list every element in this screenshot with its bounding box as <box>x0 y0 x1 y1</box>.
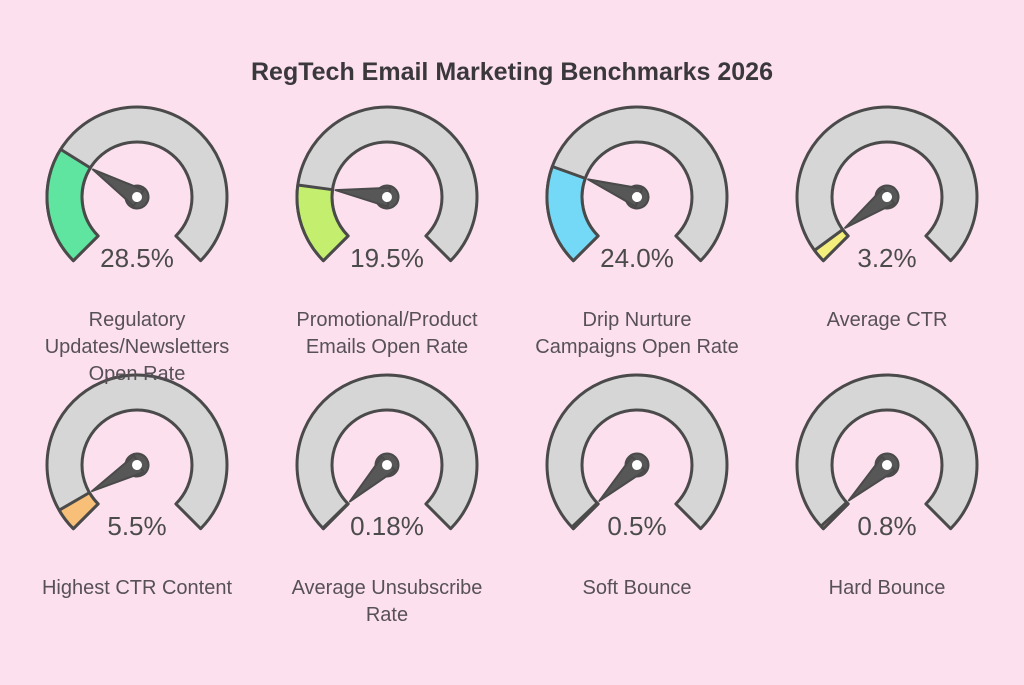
gauge-card: 0.5% Soft Bounce <box>512 370 762 629</box>
gauge-value: 0.8% <box>857 511 916 541</box>
gauge-track <box>45 373 229 531</box>
gauge-value-arc <box>321 502 350 531</box>
gauge-label-line: Rate <box>365 604 409 626</box>
gauge-value-arc <box>570 501 600 531</box>
gauge-label-line: Highest CTR Content <box>41 577 233 599</box>
gauge-chart: 5.5% <box>45 373 229 541</box>
gauge-value-arc <box>295 183 350 263</box>
gauge-label-line: Average Unsubscribe <box>291 577 483 599</box>
gauge-card: 0.18% Average Unsubscribe Rate <box>262 370 512 629</box>
needle-hub-icon <box>132 460 142 470</box>
needle-hub-icon <box>632 192 642 202</box>
gauge-label-line: Promotional/Product <box>296 309 478 331</box>
gauge-value: 19.5% <box>350 243 424 273</box>
gauge-value: 3.2% <box>857 243 916 273</box>
gauge-card: 19.5% Promotional/Product Emails Open Rat… <box>262 102 512 370</box>
needle-tip <box>587 178 644 208</box>
gauge-needle <box>598 452 650 502</box>
gauge-value-arc <box>45 147 100 263</box>
needle-hub-icon <box>882 460 892 470</box>
gauge-chart: 3.2% <box>795 105 979 273</box>
gauge-value: 5.5% <box>107 511 166 541</box>
gauge-label: Average CTR <box>827 307 948 334</box>
gauge-needle <box>334 184 400 210</box>
gauge-row-top: 28.5% Regulatory Updates/Newsletters Open … <box>0 102 1024 385</box>
gauge-label-line: Drip Nurture <box>582 309 692 331</box>
gauge-needle <box>587 178 650 210</box>
gauge-label-line: Open Rate <box>88 363 186 385</box>
gauge-card: 24.0% Drip Nurture Campaigns Open Rate <box>512 102 762 370</box>
gauge-track <box>295 373 479 531</box>
gauge-chart: 28.5% <box>45 105 229 273</box>
gauge-track <box>295 105 479 263</box>
gauge-track <box>795 105 979 263</box>
gauge-label: Regulatory Updates/Newsletters Open Rate <box>45 307 230 388</box>
gauge-track <box>795 373 979 531</box>
gauge-card: 3.2% Average CTR <box>762 102 1012 370</box>
needle-hub-icon <box>382 460 392 470</box>
gauge-card: 0.8% Hard Bounce <box>762 370 1012 629</box>
needle-hub-icon <box>632 460 642 470</box>
gauge-label: Promotional/Product Emails Open Rate <box>296 307 477 361</box>
gauge-label-line: Updates/Newsletters <box>44 336 230 358</box>
gauge-label-line: Regulatory <box>88 309 186 331</box>
gauge-label-line: Emails Open Rate <box>305 336 469 358</box>
gauge-track <box>45 105 229 263</box>
gauge-needle <box>91 452 150 493</box>
gauge-needle <box>847 452 900 502</box>
gauge-chart: 19.5% <box>295 105 479 273</box>
gauge-value-arc <box>545 165 600 263</box>
gauge-label: Highest CTR Content <box>42 575 232 602</box>
page-title: RegTech Email Marketing Benchmarks 2026 <box>251 58 773 86</box>
gauge-value: 24.0% <box>600 243 674 273</box>
gauge-needle <box>348 452 400 503</box>
gauge-label-line: Hard Bounce <box>828 577 946 599</box>
gauge-card: 5.5% Highest CTR Content <box>12 370 262 629</box>
gauge-value-arc <box>813 228 850 263</box>
gauge-label: Drip Nurture Campaigns Open Rate <box>535 307 738 361</box>
gauge-value: 28.5% <box>100 243 174 273</box>
gauge-label: Average Unsubscribe Rate <box>292 575 483 629</box>
gauge-chart: 24.0% <box>545 105 729 273</box>
gauge-chart: 0.5% <box>545 373 729 541</box>
gauge-label: Soft Bounce <box>583 575 692 602</box>
gauge-track <box>545 373 729 531</box>
gauge-value-arc <box>819 500 850 531</box>
gauge-label: Hard Bounce <box>829 575 946 602</box>
gauge-needle <box>91 168 150 210</box>
gauge-track <box>545 105 729 263</box>
gauge-value: 0.5% <box>607 511 666 541</box>
gauge-value: 0.18% <box>350 511 424 541</box>
gauge-label-line: Campaigns Open Rate <box>535 336 739 358</box>
needle-hub-icon <box>882 192 892 202</box>
gauge-value-arc <box>57 491 100 531</box>
gauge-label-line: Average CTR <box>826 309 948 331</box>
gauge-card: 28.5% Regulatory Updates/Newsletters Open … <box>12 102 262 385</box>
gauge-chart: 0.8% <box>795 373 979 541</box>
gauge-chart: 0.18% <box>295 373 479 541</box>
gauge-row-bottom: 5.5% Highest CTR Content 0.18% Average U… <box>0 370 1024 629</box>
gauge-needle <box>844 184 900 229</box>
needle-hub-icon <box>382 192 392 202</box>
needle-tip <box>334 186 392 208</box>
gauge-label-line: Soft Bounce <box>582 577 692 599</box>
needle-hub-icon <box>132 192 142 202</box>
